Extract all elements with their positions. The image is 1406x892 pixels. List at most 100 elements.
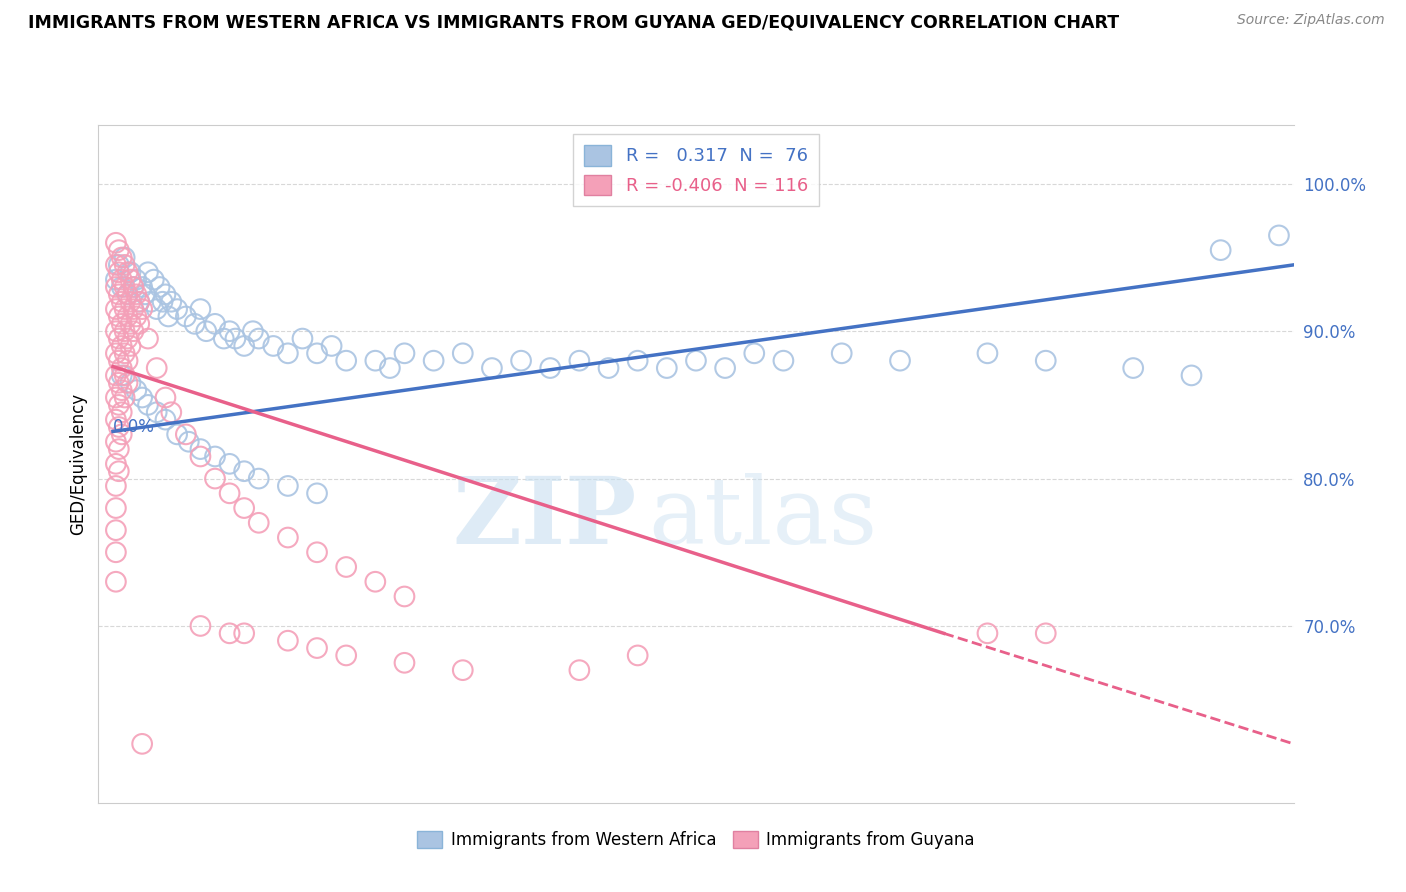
Point xyxy=(1180,368,1202,383)
Point xyxy=(218,626,240,640)
Point xyxy=(125,272,148,286)
Point xyxy=(247,332,270,346)
Point xyxy=(394,590,416,604)
Point xyxy=(117,265,139,279)
Point xyxy=(422,353,444,368)
Point xyxy=(242,324,264,338)
Point xyxy=(111,405,134,419)
Point xyxy=(1122,361,1144,376)
Point xyxy=(122,324,145,338)
Point xyxy=(117,376,139,390)
Point xyxy=(155,412,177,426)
Point xyxy=(108,258,131,272)
Point xyxy=(451,346,474,360)
Point xyxy=(131,302,153,317)
Point xyxy=(125,287,148,301)
Point xyxy=(204,317,226,331)
Point xyxy=(142,272,165,286)
Point xyxy=(104,479,127,493)
Point xyxy=(104,280,127,294)
Point xyxy=(104,457,127,471)
Point xyxy=(190,619,212,633)
Point xyxy=(128,294,150,309)
Point xyxy=(104,368,127,383)
Point xyxy=(160,294,183,309)
Point xyxy=(120,376,142,390)
Point xyxy=(114,391,136,405)
Point xyxy=(136,265,159,279)
Point xyxy=(131,280,153,294)
Point xyxy=(108,243,131,257)
Point xyxy=(114,324,136,338)
Point xyxy=(305,545,328,559)
Point xyxy=(212,332,235,346)
Point xyxy=(233,501,256,516)
Point xyxy=(160,405,183,419)
Point xyxy=(139,294,162,309)
Point xyxy=(104,545,127,559)
Point xyxy=(114,346,136,360)
Point xyxy=(120,294,142,309)
Point xyxy=(1268,228,1291,243)
Point xyxy=(120,265,142,279)
Point xyxy=(125,383,148,397)
Point xyxy=(108,420,131,434)
Point xyxy=(122,280,145,294)
Point xyxy=(685,353,707,368)
Point xyxy=(190,302,212,317)
Point xyxy=(190,442,212,456)
Point xyxy=(122,280,145,294)
Point xyxy=(152,294,174,309)
Point xyxy=(114,251,136,265)
Point xyxy=(247,472,270,486)
Point xyxy=(166,302,188,317)
Point xyxy=(831,346,853,360)
Point xyxy=(976,626,998,640)
Point xyxy=(149,280,172,294)
Point xyxy=(1035,626,1057,640)
Point xyxy=(627,353,650,368)
Point xyxy=(114,368,136,383)
Point xyxy=(108,310,131,324)
Point xyxy=(742,346,765,360)
Point xyxy=(104,235,127,250)
Point xyxy=(510,353,533,368)
Point xyxy=(145,361,167,376)
Point xyxy=(117,287,139,301)
Point xyxy=(117,353,139,368)
Point xyxy=(538,361,561,376)
Text: atlas: atlas xyxy=(648,473,877,563)
Point xyxy=(128,317,150,331)
Point xyxy=(104,302,127,317)
Point xyxy=(394,656,416,670)
Point xyxy=(1035,353,1057,368)
Point xyxy=(108,398,131,412)
Point xyxy=(247,516,270,530)
Point xyxy=(218,324,240,338)
Point xyxy=(108,353,131,368)
Point xyxy=(108,464,131,478)
Point xyxy=(364,353,387,368)
Point xyxy=(568,353,591,368)
Point xyxy=(714,361,737,376)
Point xyxy=(177,434,200,449)
Point xyxy=(114,280,136,294)
Point xyxy=(277,531,299,545)
Point xyxy=(305,641,328,656)
Point xyxy=(117,332,139,346)
Point xyxy=(131,391,153,405)
Text: ZIP: ZIP xyxy=(451,473,636,563)
Point xyxy=(108,442,131,456)
Point xyxy=(233,464,256,478)
Point xyxy=(335,560,357,574)
Text: IMMIGRANTS FROM WESTERN AFRICA VS IMMIGRANTS FROM GUYANA GED/EQUIVALENCY CORRELA: IMMIGRANTS FROM WESTERN AFRICA VS IMMIGR… xyxy=(28,13,1119,31)
Point xyxy=(120,317,142,331)
Point xyxy=(111,383,134,397)
Point xyxy=(117,310,139,324)
Point xyxy=(104,391,127,405)
Point xyxy=(104,523,127,537)
Point xyxy=(277,346,299,360)
Point xyxy=(262,339,284,353)
Point xyxy=(451,663,474,677)
Point xyxy=(481,361,503,376)
